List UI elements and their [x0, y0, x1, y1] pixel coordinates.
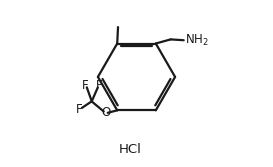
Text: HCl: HCl [118, 143, 141, 156]
Text: NH$_2$: NH$_2$ [185, 33, 209, 48]
Text: F: F [96, 79, 102, 92]
Text: F: F [82, 79, 89, 92]
Text: F: F [76, 103, 83, 116]
Text: O: O [101, 106, 110, 119]
